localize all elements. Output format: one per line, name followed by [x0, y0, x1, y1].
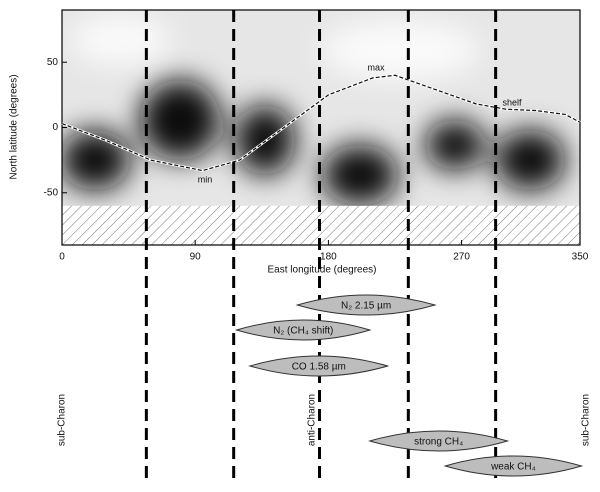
x-tick-label: 0 — [59, 252, 65, 263]
y-tick-label: 50 — [47, 57, 59, 68]
feature-range — [248, 355, 390, 377]
x-axis-label: East longitude (degrees) — [268, 265, 377, 276]
feature-range — [234, 319, 372, 341]
y-tick-label: 0 — [52, 122, 58, 133]
feature-range — [443, 455, 584, 477]
feature-label: N₂ (CH₄ shift) — [273, 326, 333, 337]
feature-range — [368, 430, 510, 452]
x-tick-label: 350 — [572, 252, 589, 263]
feature-range — [295, 294, 437, 316]
feature-label: N₂ 2.15 µm — [341, 301, 391, 312]
feature-label: CO 1.58 µm — [292, 362, 346, 373]
x-tick-label: 270 — [453, 252, 470, 263]
longitude-marker: sub-Charon — [581, 394, 592, 446]
feature-label: strong CH₄ — [414, 437, 463, 448]
terminator-curve-dash — [61, 74, 581, 172]
feature-label: weak CH₄ — [490, 462, 536, 473]
y-tick-label: -50 — [44, 187, 59, 198]
curve-annotation: max — [367, 62, 385, 72]
curve-annotation: shelf — [502, 97, 522, 107]
y-axis-label: North latitude (degrees) — [9, 74, 20, 179]
curve-annotation: min — [198, 174, 213, 184]
x-tick-label: 180 — [320, 252, 337, 263]
longitude-marker: anti-Charon — [307, 394, 318, 446]
longitude-marker: sub-Charon — [57, 394, 68, 446]
x-tick-label: 90 — [190, 252, 202, 263]
